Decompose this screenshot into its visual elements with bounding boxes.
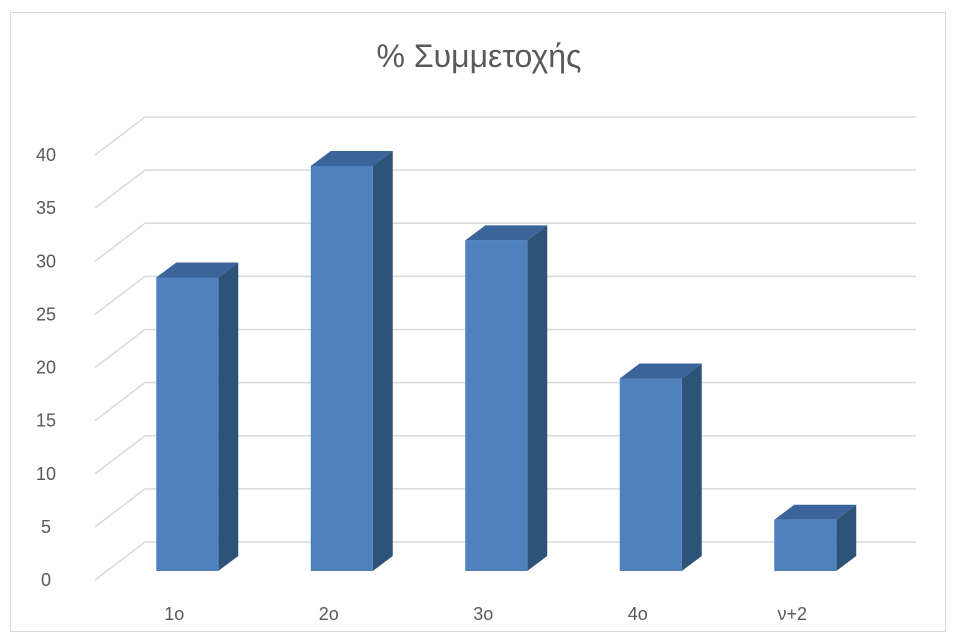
bar-front [619,378,682,571]
gridline-diagonal [94,488,146,528]
x-axis-ticks: 1ο 2ο 3ο 4ο ν+2 [164,604,807,624]
gridline-diagonal [94,382,146,422]
bar [619,363,702,571]
bar-top [619,363,702,379]
bar-side [372,150,393,571]
x-tick-label: ν+2 [777,604,807,624]
bar-top [310,150,393,166]
bar [465,225,548,571]
bar [156,262,239,571]
y-tick-label: 35 [36,198,56,218]
bar-side [527,225,548,571]
chart-title: % Συμμετοχής [376,38,582,74]
y-tick-label: 0 [41,570,51,590]
bar-top [774,504,857,520]
y-tick-label: 25 [36,304,56,324]
y-tick-label: 40 [36,145,56,165]
y-tick-label: 5 [41,517,51,537]
bar-top [156,262,239,278]
bar-front [310,165,373,571]
bar-front [774,519,837,571]
gridline-diagonal [94,222,146,262]
y-tick-label: 10 [36,464,56,484]
y-tick-label: 30 [36,251,56,271]
bar [774,504,857,571]
gridline-diagonal [94,328,146,369]
gridline-diagonal [94,541,146,581]
y-axis-ticks: 0 5 10 15 20 25 30 35 40 [36,145,56,590]
bar-side [836,504,857,571]
x-tick-label: 3ο [473,604,493,624]
bar-side [681,363,702,571]
gridline-diagonal [94,116,146,156]
x-tick-label: 4ο [628,604,648,624]
bar-front [156,277,219,571]
gridline-diagonal [94,435,146,475]
bar-top [465,225,548,241]
bar [310,150,393,571]
gridline-diagonal [94,169,146,209]
x-tick-label: 1ο [164,604,184,624]
x-tick-label: 2ο [319,604,339,624]
bars [156,150,857,571]
y-tick-label: 15 [36,411,56,431]
bar-front [465,240,528,571]
y-tick-label: 20 [36,358,56,378]
bar-side [218,262,239,571]
gridline-diagonal [94,275,146,315]
